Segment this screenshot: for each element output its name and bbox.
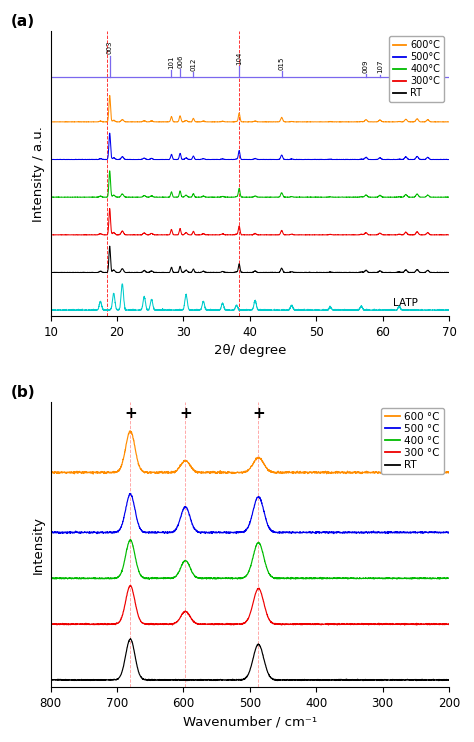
X-axis label: Wavenumber / cm⁻¹: Wavenumber / cm⁻¹ xyxy=(183,715,317,728)
Legend: 600 °C, 500 °C, 400 °C, 300 °C, RT: 600 °C, 500 °C, 400 °C, 300 °C, RT xyxy=(381,407,444,474)
Text: +: + xyxy=(124,406,137,421)
Text: 018: 018 xyxy=(403,59,409,72)
Text: 113: 113 xyxy=(425,59,431,73)
Text: +: + xyxy=(252,406,265,421)
Text: 104: 104 xyxy=(236,51,242,65)
Text: LCO: LCO xyxy=(419,59,442,72)
Text: 003: 003 xyxy=(107,41,113,54)
Text: 101: 101 xyxy=(168,56,174,69)
Text: 110: 110 xyxy=(414,58,420,71)
Text: +: + xyxy=(179,406,192,421)
Text: 015: 015 xyxy=(279,56,285,70)
Legend: 600°C, 500°C, 400°C, 300°C, RT: 600°C, 500°C, 400°C, 300°C, RT xyxy=(389,36,444,102)
Text: 012: 012 xyxy=(191,58,196,71)
Text: 006: 006 xyxy=(177,54,183,68)
Text: LATP: LATP xyxy=(392,298,418,308)
Text: 107: 107 xyxy=(377,59,383,73)
Text: 009: 009 xyxy=(363,59,369,73)
X-axis label: 2θ/ degree: 2θ/ degree xyxy=(214,344,286,357)
Text: (a): (a) xyxy=(11,13,35,29)
Y-axis label: Intensity: Intensity xyxy=(32,516,45,574)
Y-axis label: Intensity / a.u.: Intensity / a.u. xyxy=(32,125,45,222)
Text: (b): (b) xyxy=(11,384,36,400)
